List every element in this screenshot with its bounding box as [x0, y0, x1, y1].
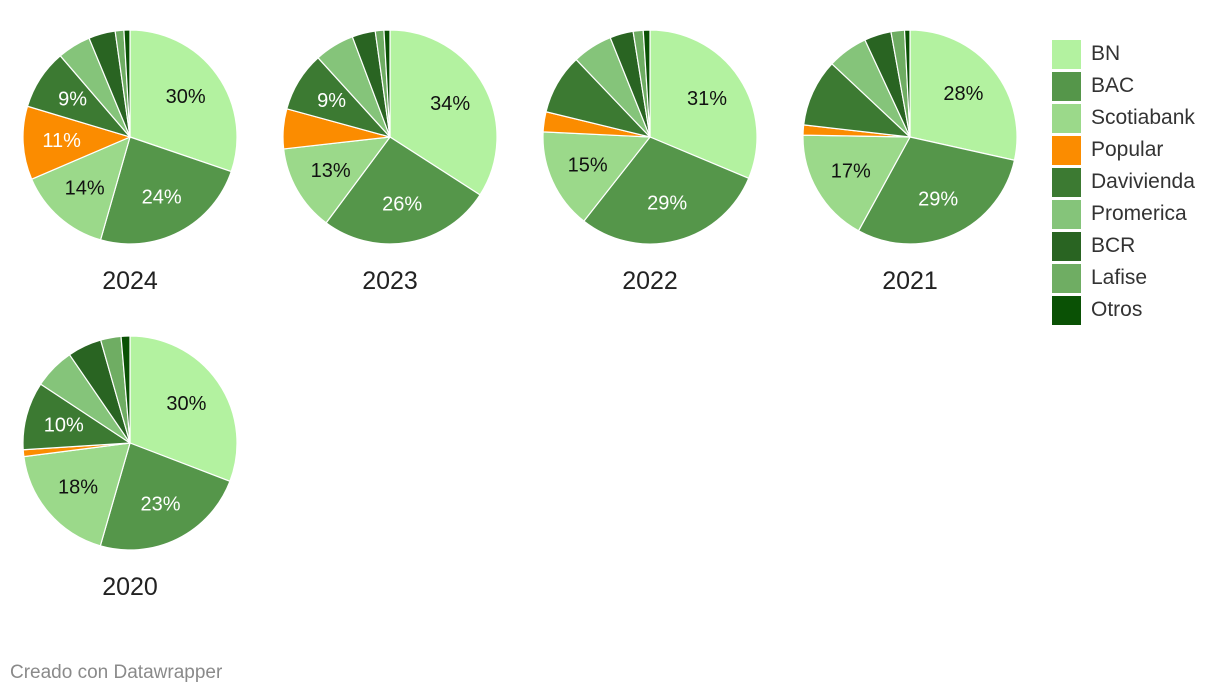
slice-label-davivienda: 9% — [58, 89, 87, 111]
legend-label: Scotiabank — [1091, 106, 1195, 129]
pie-slice-bac[interactable] — [99, 136, 232, 245]
pie-slice-scotiabank[interactable] — [283, 136, 391, 224]
slice-label-bn: 31% — [687, 88, 727, 110]
legend-item-otros: Otros — [1052, 294, 1218, 326]
legend-item-lafise: Lafise — [1052, 262, 1218, 294]
pie-slice-otros[interactable] — [120, 335, 131, 444]
pie-title: 2023 — [362, 267, 418, 295]
pie-2020: 30% 23% 18% 10% 2020 — [22, 335, 238, 601]
legend-item-bcr: BCR — [1052, 230, 1218, 262]
legend: BN BAC Scotiabank Popular Davivienda Promeric… — [1052, 38, 1218, 326]
legend-swatch — [1052, 167, 1081, 197]
slice-label-bac: 26% — [382, 193, 422, 215]
pie-slice-scotiabank[interactable] — [23, 442, 131, 547]
pie-slice-bac[interactable] — [325, 136, 481, 245]
legend-item-promerica: Promerica — [1052, 198, 1218, 230]
pie-slice-davivienda[interactable] — [22, 383, 131, 451]
legend-label: BN — [1091, 42, 1121, 65]
slice-label-bn: 28% — [943, 83, 983, 105]
legend-swatch — [1052, 295, 1081, 325]
legend-swatch — [1052, 39, 1081, 69]
pie-title: 2022 — [622, 267, 678, 295]
pie-slice-otros[interactable] — [383, 29, 391, 138]
pie-slice-bn[interactable] — [129, 335, 238, 482]
slice-label-popular: 11% — [42, 130, 81, 152]
slice-label-scotiabank: 15% — [568, 154, 608, 176]
slice-label-scotiabank: 13% — [311, 160, 351, 182]
legend-swatch — [1052, 231, 1081, 261]
pie-slice-popular[interactable] — [22, 105, 131, 180]
pie-2022: 31% 29% 15% 2022 — [542, 29, 758, 295]
pie-slice-otros[interactable] — [642, 29, 651, 138]
slice-label-bac: 29% — [918, 188, 958, 210]
pie-slice-bn[interactable] — [909, 29, 1018, 161]
legend-item-bac: BAC — [1052, 70, 1218, 102]
slice-label-bac: 24% — [142, 187, 182, 209]
pie-slice-scotiabank[interactable] — [31, 136, 131, 241]
pie-title: 2020 — [102, 573, 158, 601]
legend-label: Davivienda — [1091, 170, 1195, 193]
legend-label: Lafise — [1091, 266, 1148, 289]
legend-label: Popular — [1091, 138, 1164, 161]
pie-slice-bac[interactable] — [99, 442, 231, 551]
legend-label: BAC — [1091, 74, 1135, 97]
pie-slice-bac[interactable] — [857, 136, 1016, 245]
legend-label: BCR — [1091, 234, 1136, 257]
pie-slice-otros[interactable] — [123, 29, 131, 138]
slice-label-scotiabank: 17% — [831, 160, 871, 182]
slice-label-bn: 30% — [166, 86, 206, 108]
legend-item-scotiabank: Scotiabank — [1052, 102, 1218, 134]
pie-2023: 34% 26% 13% 9% 2023 — [282, 29, 498, 295]
slice-label-scotiabank: 18% — [58, 477, 98, 499]
legend-item-popular: Popular — [1052, 134, 1218, 166]
pie-slice-scotiabank[interactable] — [542, 131, 651, 222]
legend-label: Otros — [1091, 298, 1143, 321]
legend-swatch — [1052, 103, 1081, 133]
pie-slice-scotiabank[interactable] — [802, 134, 911, 232]
slice-label-scotiabank: 14% — [65, 177, 105, 199]
pie-slice-otros[interactable] — [903, 29, 911, 138]
slice-label-bac: 29% — [647, 192, 687, 214]
legend-item-bn: BN — [1052, 38, 1218, 70]
pie-2021: 28% 29% 17% 2021 — [802, 29, 1018, 295]
datawrapper-credit[interactable]: Creado con Datawrapper — [10, 662, 223, 683]
slice-label-bac: 23% — [140, 493, 180, 515]
pie-title: 2021 — [882, 267, 938, 295]
pie-slice-bac[interactable] — [583, 136, 750, 245]
legend-item-davivienda: Davivienda — [1052, 166, 1218, 198]
slice-label-bn: 30% — [166, 393, 206, 415]
pie-slice-bn[interactable] — [649, 29, 758, 179]
pie-2024: 30% 24% 14% 11% 9% 2024 — [22, 29, 238, 295]
legend-label: Promerica — [1091, 202, 1187, 225]
legend-swatch — [1052, 263, 1081, 293]
slice-label-davivienda: 9% — [317, 90, 346, 112]
legend-swatch — [1052, 199, 1081, 229]
slice-label-davivienda: 10% — [44, 414, 84, 436]
pie-title: 2024 — [102, 267, 158, 295]
legend-swatch — [1052, 71, 1081, 101]
slice-label-bn: 34% — [430, 93, 470, 115]
pie-slice-bn[interactable] — [129, 29, 238, 173]
legend-swatch — [1052, 135, 1081, 165]
